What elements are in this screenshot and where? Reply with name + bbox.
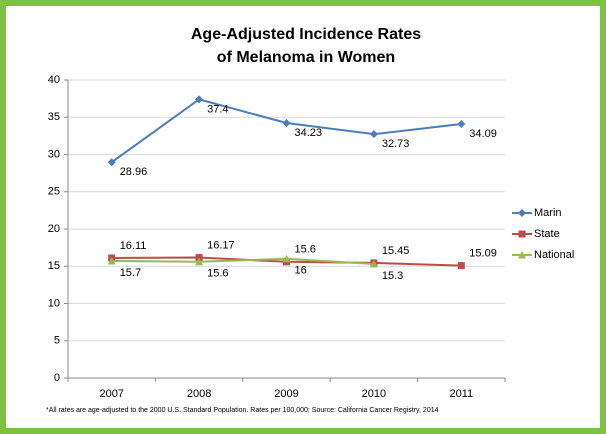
data-label: 16 xyxy=(295,265,307,277)
marker xyxy=(518,230,526,238)
marker xyxy=(195,254,203,262)
marker xyxy=(457,262,465,270)
data-label: 16.17 xyxy=(207,239,235,251)
data-label: 15.3 xyxy=(382,270,403,282)
series-line xyxy=(111,98,462,164)
marker xyxy=(195,95,204,104)
series-line xyxy=(111,257,374,266)
marker xyxy=(107,257,116,265)
marker xyxy=(518,251,526,259)
marker xyxy=(457,120,466,129)
data-label: 34.23 xyxy=(295,127,323,139)
x-tick-label: 2008 xyxy=(187,388,211,400)
data-label: 15.6 xyxy=(295,244,316,256)
data-label: 37.4 xyxy=(207,103,228,115)
legend-label: Marin xyxy=(534,207,562,219)
legend-label: National xyxy=(534,249,574,261)
data-label: 16.11 xyxy=(120,240,147,252)
data-label: 34.09 xyxy=(469,128,497,140)
marker xyxy=(282,254,291,263)
chart: Age-Adjusted Incidence Rates of Melanoma… xyxy=(46,26,574,414)
chart-title: of Melanoma in Women xyxy=(217,49,395,66)
data-label: 15.45 xyxy=(382,245,410,257)
y-tick-label: 15 xyxy=(48,260,60,272)
y-tick-label: 20 xyxy=(48,223,60,235)
y-tick-label: 0 xyxy=(54,372,60,384)
x-tick-label: 2010 xyxy=(362,388,386,400)
marker xyxy=(107,158,116,167)
footnote: *All rates are age-adjusted to the 2000 … xyxy=(46,407,439,414)
x-tick-label: 2011 xyxy=(449,388,473,400)
y-tick-label: 25 xyxy=(48,186,60,198)
y-tick-label: 10 xyxy=(48,297,60,309)
marker xyxy=(369,260,378,268)
legend-label: State xyxy=(534,228,560,240)
y-tick-label: 5 xyxy=(54,335,60,347)
marker xyxy=(282,118,291,127)
data-label: 15.09 xyxy=(469,247,497,259)
chart-title: Age-Adjusted Incidence Rates xyxy=(191,26,421,43)
data-label: 15.6 xyxy=(207,268,228,280)
data-label: 15.7 xyxy=(120,267,141,279)
x-tick-label: 2009 xyxy=(274,388,298,400)
marker xyxy=(195,257,204,266)
marker xyxy=(518,209,526,217)
data-label: 28.96 xyxy=(120,166,148,178)
y-tick-label: 35 xyxy=(48,111,60,123)
y-tick-label: 30 xyxy=(48,148,60,160)
x-tick-label: 2007 xyxy=(99,388,123,400)
data-label: 32.73 xyxy=(382,138,410,150)
y-tick-label: 40 xyxy=(48,74,60,86)
marker xyxy=(369,130,378,139)
